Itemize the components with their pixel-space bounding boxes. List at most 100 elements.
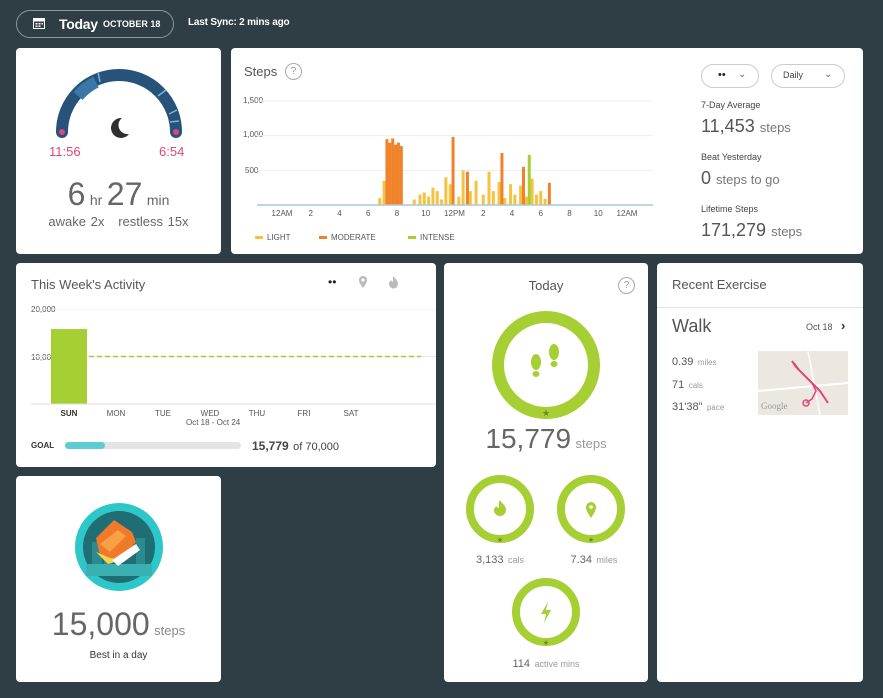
bar-moderate: [385, 139, 389, 205]
date-selector[interactable]: Today OCTOBER 18: [16, 10, 174, 38]
day-label[interactable]: MON: [106, 409, 126, 418]
beat-yesterday-label: Beat Yesterday: [701, 152, 762, 162]
x-tick: 8: [567, 209, 572, 218]
bar-light: [481, 194, 485, 205]
bar-moderate: [500, 153, 504, 205]
lifetime-label: Lifetime Steps: [701, 204, 759, 214]
day-label[interactable]: SUN: [60, 409, 78, 418]
svg-text:★: ★: [542, 408, 550, 418]
lifetime-steps: 171,279 steps: [701, 220, 802, 241]
flame-icon[interactable]: [388, 275, 399, 289]
week-y-tick-10000: 10,000: [31, 353, 56, 362]
exercise-distance-value: 0.39: [672, 356, 694, 368]
day-label[interactable]: FRI: [297, 409, 311, 418]
today-steps: 15,779 steps: [444, 423, 648, 455]
bar-light: [487, 171, 491, 205]
today-active-minutes: 114 active mins: [444, 654, 648, 672]
steps-help-icon[interactable]: ?: [285, 63, 302, 80]
active-minutes-ring[interactable]: ★: [511, 577, 581, 647]
week-total: 15,779 of 70,000: [252, 437, 339, 455]
goal-label: GOAL: [31, 441, 55, 450]
bar-light: [378, 198, 382, 205]
bar-light: [519, 185, 523, 205]
today-active-value: 114: [512, 658, 531, 670]
badge-caption: Best in a day: [89, 650, 148, 661]
x-tick: 12AM: [616, 209, 638, 218]
bar-light: [543, 198, 547, 205]
exercise-date: Oct 18: [806, 322, 833, 332]
bar-light: [503, 198, 507, 205]
bar-moderate: [399, 146, 403, 205]
range-dropdown[interactable]: Daily ⌄: [771, 64, 845, 88]
week-goal-text: of 70,000: [293, 441, 340, 453]
today-cals-unit: cals: [507, 555, 524, 565]
x-tick: 4: [337, 209, 342, 218]
week-title: This Week's Activity: [31, 277, 146, 292]
lifetime-unit: steps: [771, 224, 803, 239]
bar-light: [448, 184, 452, 205]
today-miles-value: 7.34: [570, 554, 592, 566]
x-tick: 6: [538, 209, 543, 218]
seven-day-value: 11,453: [701, 116, 755, 136]
chevron-right-icon[interactable]: ›: [841, 318, 846, 333]
exercise-pace: 31'38" pace: [672, 397, 724, 415]
footsteps-icon[interactable]: ••: [328, 275, 337, 289]
legend-moderate: MODERATE: [319, 233, 376, 242]
day-label[interactable]: TUE: [155, 409, 171, 418]
badge-card[interactable]: 15,000 steps Best in a day: [16, 476, 221, 682]
chevron-down-icon: ⌄: [824, 69, 833, 80]
bar-light: [440, 199, 444, 205]
exercise-calories: 71 cals: [672, 375, 703, 393]
sneaker-badge-icon: [75, 503, 163, 591]
day-label[interactable]: SAT: [343, 409, 359, 418]
today-active-unit: active mins: [534, 659, 580, 669]
bar-light: [491, 191, 495, 205]
bar-light: [382, 180, 386, 205]
bar-light: [444, 177, 448, 205]
badge-steps-unit: steps: [154, 623, 186, 638]
sleep-duration: 6 hr 27 min: [16, 176, 221, 213]
footsteps-icon: [531, 344, 559, 377]
badge-steps-value: 15,000: [51, 606, 150, 642]
bar-light: [468, 191, 472, 205]
recent-exercise-item[interactable]: Walk Oct 18 › 0.39 miles 71 cals 31'38" …: [657, 308, 863, 418]
x-tick: 10: [593, 209, 603, 218]
sleep-hours: 6: [67, 176, 86, 212]
bar-light: [422, 192, 426, 205]
calendar-icon: [33, 18, 45, 29]
y-tick-1000: 1,000: [243, 130, 264, 139]
moon-icon: [111, 117, 129, 138]
activity-type-dropdown[interactable]: •• ⌄: [701, 64, 759, 88]
day-label[interactable]: THU: [248, 409, 266, 418]
distance-ring[interactable]: ★: [556, 474, 626, 544]
footsteps-icon: ••: [718, 69, 726, 81]
current-date: OCTOBER 18: [103, 19, 161, 29]
badge-value: 15,000 steps: [16, 606, 221, 643]
today-card: Today ? ★ 15,779 steps ★ ★ 3,133 cals 7.…: [444, 263, 648, 682]
exercise-cals-value: 71: [672, 379, 685, 391]
steps-chart[interactable]: [257, 93, 653, 208]
today-help-icon[interactable]: ?: [618, 277, 635, 294]
week-chart[interactable]: [31, 309, 436, 405]
route-map[interactable]: Google: [758, 351, 848, 415]
today-calories: 3,133 cals: [444, 550, 556, 568]
today-distance: 7.34 miles: [540, 550, 648, 568]
exercise-type: Walk: [672, 316, 712, 336]
location-pin-icon[interactable]: [358, 275, 368, 289]
x-tick: 12PM: [444, 209, 465, 218]
bar-light: [431, 187, 435, 205]
steps-title: Steps: [244, 64, 278, 79]
bar-light: [435, 191, 439, 205]
restless-count: restless 15x: [118, 214, 189, 229]
steps-ring[interactable]: ★: [491, 310, 601, 420]
bar-moderate: [396, 142, 400, 205]
sleep-card[interactable]: 11:56 6:54 6 hr 27 min awake 2x restless…: [16, 48, 221, 254]
exercise-pace-value: 31'38": [672, 401, 703, 413]
bar-light: [513, 194, 517, 205]
day-label[interactable]: WED: [200, 409, 220, 418]
calories-ring[interactable]: ★: [465, 474, 535, 544]
awake-count: awake 2x: [48, 214, 105, 229]
chevron-down-icon: ⌄: [738, 69, 747, 80]
flame-icon: [494, 500, 506, 516]
seven-day-label: 7-Day Average: [701, 100, 761, 110]
